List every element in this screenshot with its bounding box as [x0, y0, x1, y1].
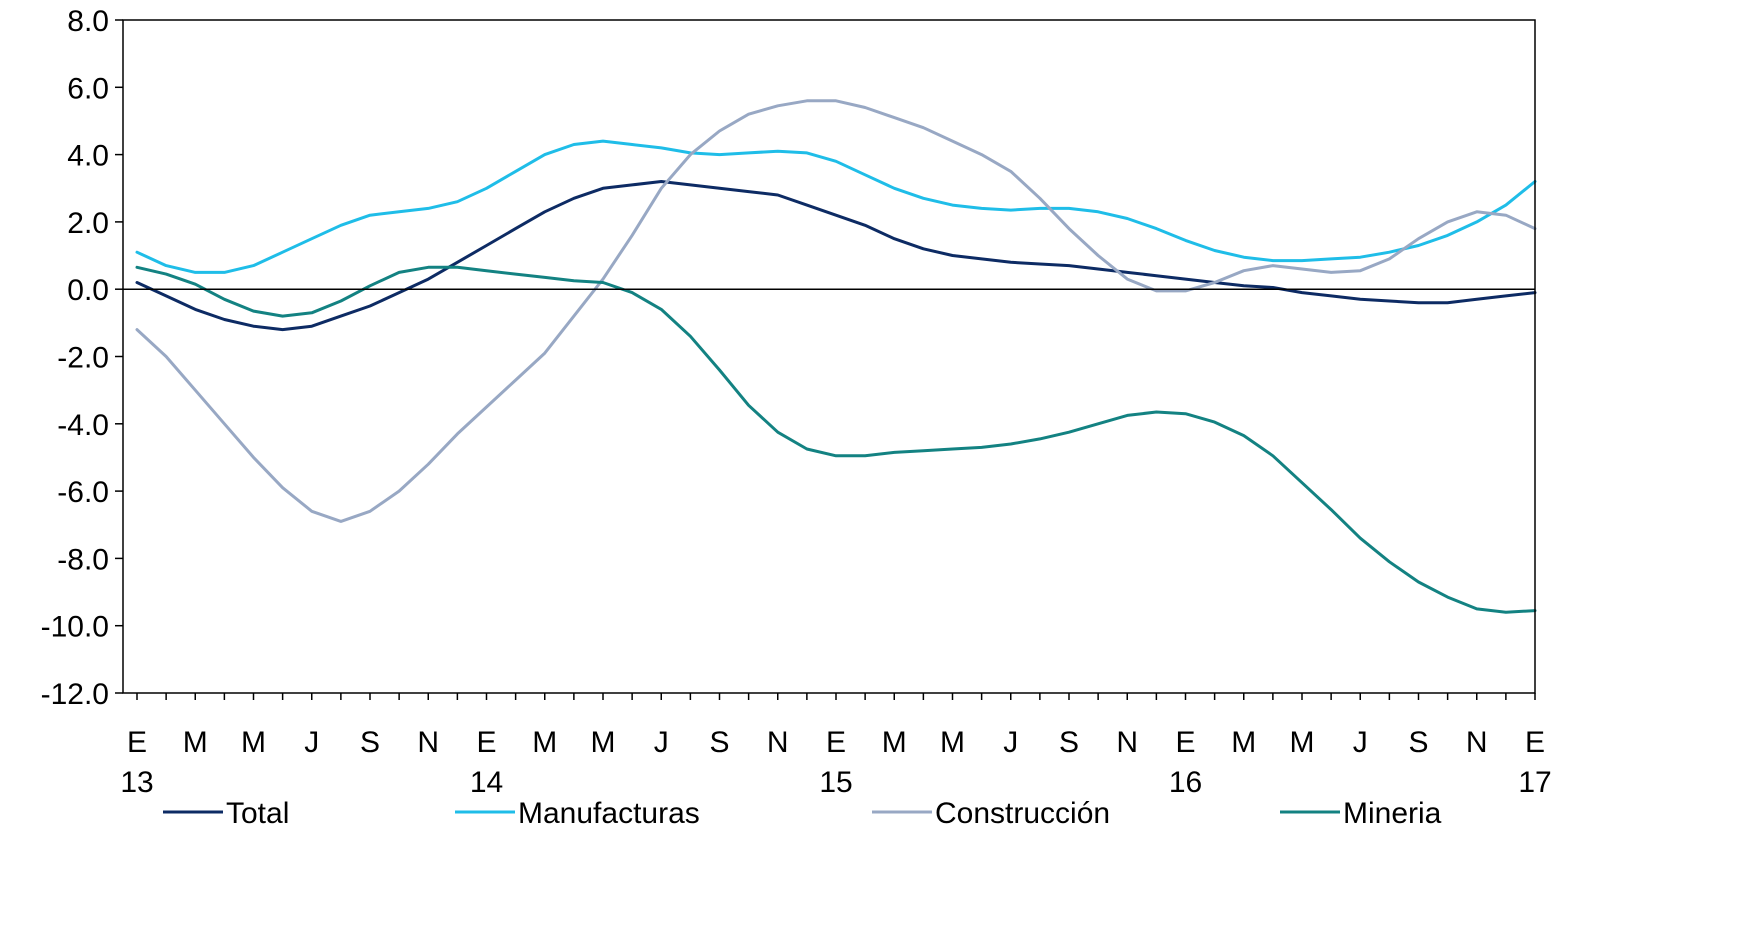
- y-tick-label: -2.0: [57, 342, 109, 375]
- x-tick-label-year: 17: [1518, 766, 1551, 799]
- x-tick-label-month: E: [826, 726, 846, 759]
- x-tick-label-month: M: [1290, 726, 1315, 759]
- series-line-mineria: [135, 265, 1537, 614]
- x-tick-label-month: M: [1231, 726, 1256, 759]
- x-tick-label-year: 13: [120, 766, 153, 799]
- x-tick-label-month: M: [183, 726, 208, 759]
- legend: Total Manufacturas Construcción Mineria: [163, 797, 1442, 830]
- x-tick-label-month: N: [417, 726, 439, 759]
- x-tick-label-month: N: [1116, 726, 1138, 759]
- x-tick-label-month: M: [940, 726, 965, 759]
- y-tick-label: 4.0: [67, 140, 109, 173]
- series-line-total: [135, 180, 1537, 332]
- legend-label-construcción: Construcción: [935, 797, 1110, 830]
- x-tick-label-month: E: [1525, 726, 1545, 759]
- y-tick-label: 2.0: [67, 207, 109, 240]
- legend-label-mineria: Mineria: [1343, 797, 1442, 830]
- x-tick-label-month: S: [709, 726, 729, 759]
- y-tick-label: -8.0: [57, 543, 109, 576]
- plot-border: [122, 19, 1536, 694]
- x-tick-label-month: J: [304, 726, 319, 759]
- x-tick-label-month: J: [654, 726, 669, 759]
- x-tick-label-year: 16: [1169, 766, 1202, 799]
- y-tick-label: -12.0: [41, 678, 109, 711]
- series-line-manufacturas: [135, 139, 1537, 274]
- series-line-construcción: [135, 99, 1537, 523]
- x-tick-label-month: E: [127, 726, 147, 759]
- legend-label-manufacturas: Manufacturas: [518, 797, 700, 830]
- x-tick-label-month: J: [1003, 726, 1018, 759]
- y-tick-label: 8.0: [67, 5, 109, 38]
- y-tick-label: 0.0: [67, 274, 109, 307]
- x-tick-label-month: M: [591, 726, 616, 759]
- y-axis-ticks: 8.0 6.0 4.0 2.0 0.0 -2.0 -4.0 -6.0 -8.0 -10.0 -12.…: [41, 5, 123, 711]
- x-tick-label-month: M: [882, 726, 907, 759]
- x-axis-ticks: E M M J S N E M M J S N E M M J S N E M M J S N E13 14 15 16 17: [120, 693, 1552, 799]
- x-tick-label-month: M: [241, 726, 266, 759]
- x-tick-label-month: S: [1408, 726, 1428, 759]
- x-tick-label-month: J: [1353, 726, 1368, 759]
- plot-frame: [122, 19, 1536, 694]
- x-tick-label-year: 15: [819, 766, 852, 799]
- x-tick-label-month: N: [1466, 726, 1488, 759]
- x-tick-label-month: N: [767, 726, 789, 759]
- y-tick-label: 6.0: [67, 72, 109, 105]
- y-tick-label: -10.0: [41, 611, 109, 644]
- x-tick-label-month: S: [360, 726, 380, 759]
- x-tick-label-month: E: [476, 726, 496, 759]
- series-lines: [135, 99, 1537, 614]
- y-tick-label: -4.0: [57, 409, 109, 442]
- x-tick-label-year: 14: [470, 766, 503, 799]
- x-tick-label-month: S: [1059, 726, 1079, 759]
- y-tick-label: -6.0: [57, 476, 109, 509]
- x-tick-label-month: E: [1175, 726, 1195, 759]
- x-tick-label-month: M: [532, 726, 557, 759]
- legend-label-total: Total: [226, 797, 289, 830]
